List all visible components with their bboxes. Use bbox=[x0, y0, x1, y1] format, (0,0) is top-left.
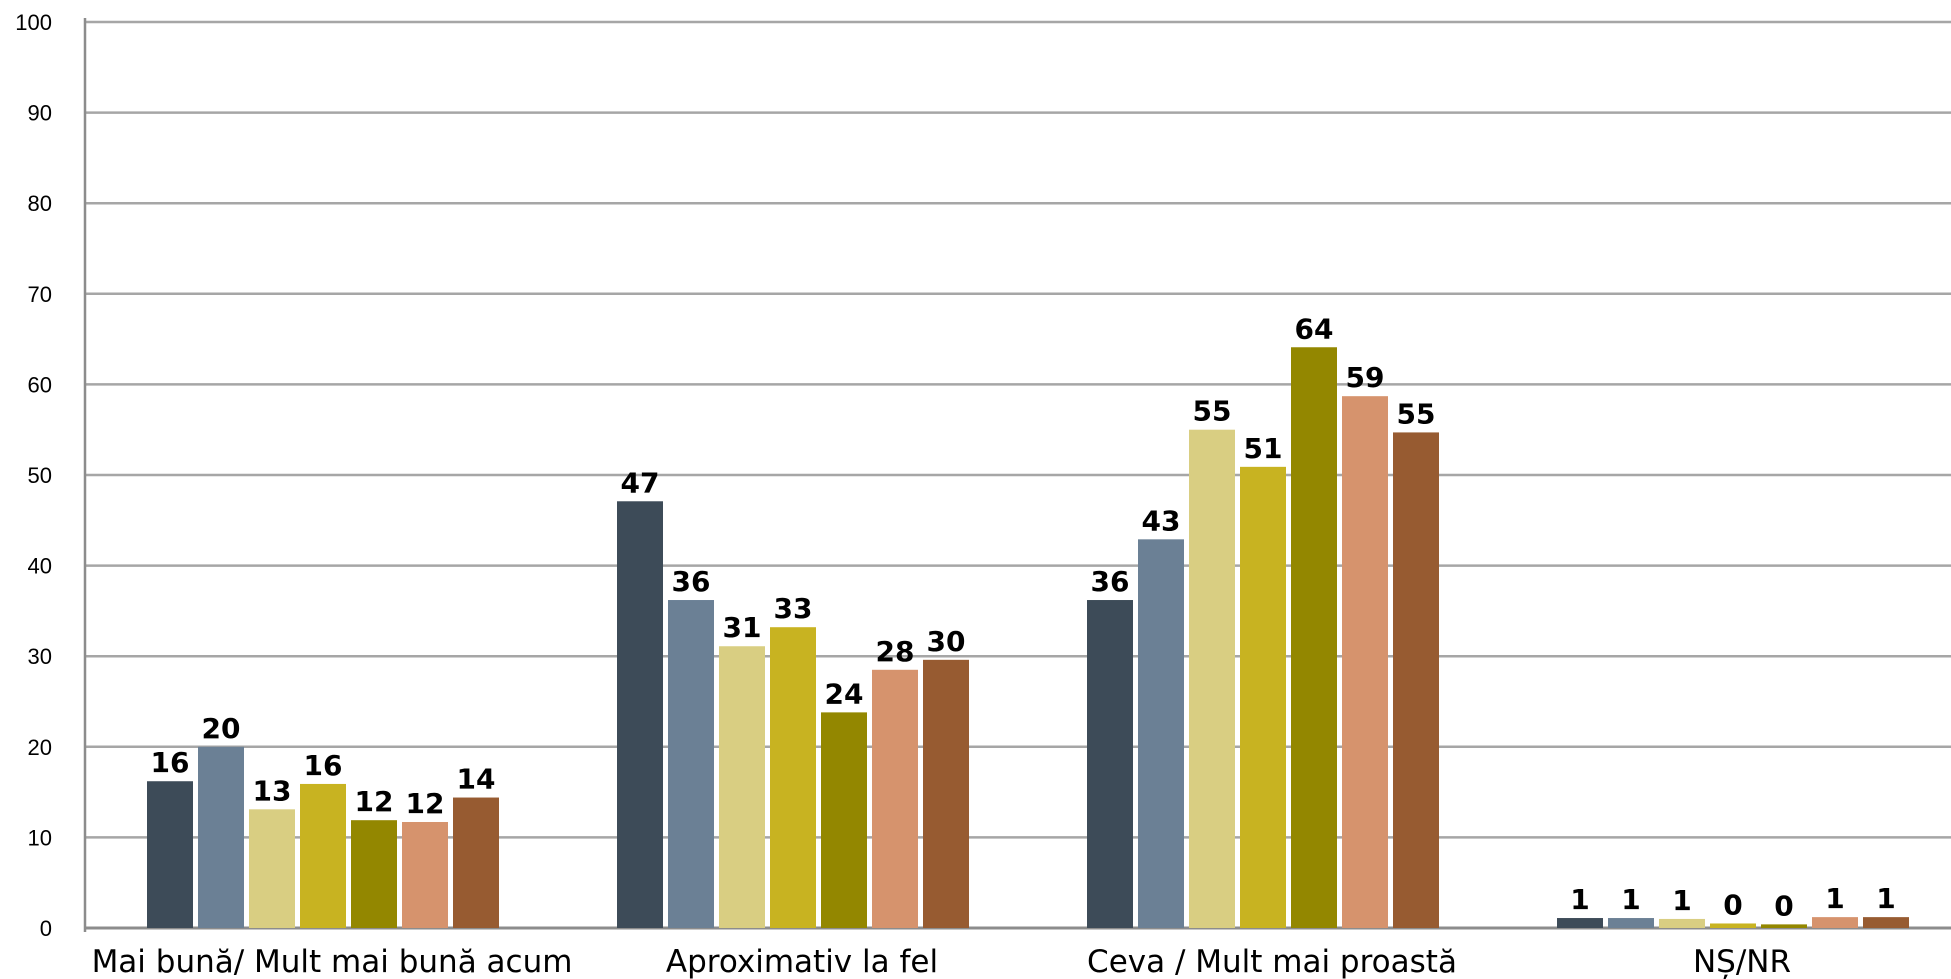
bar bbox=[1659, 918, 1705, 928]
bar bbox=[147, 781, 193, 928]
data-label: 33 bbox=[774, 592, 813, 625]
data-label: 36 bbox=[1091, 565, 1130, 598]
y-tick-label: 30 bbox=[28, 644, 52, 669]
y-tick-label: 100 bbox=[15, 10, 52, 35]
data-label: 20 bbox=[202, 712, 241, 745]
data-label: 51 bbox=[1244, 432, 1283, 465]
data-label: 1 bbox=[1825, 882, 1844, 915]
data-label: 12 bbox=[355, 785, 394, 818]
y-tick-label: 0 bbox=[40, 916, 52, 941]
bars bbox=[147, 347, 1909, 929]
y-tick-label: 70 bbox=[28, 282, 52, 307]
y-tick-label: 50 bbox=[28, 463, 52, 488]
bar bbox=[453, 797, 499, 928]
data-label: 59 bbox=[1346, 361, 1385, 394]
y-tick-label: 40 bbox=[28, 554, 52, 579]
bar bbox=[1710, 923, 1756, 928]
bar bbox=[1138, 539, 1184, 928]
y-tick-label: 20 bbox=[28, 735, 52, 760]
bar bbox=[300, 783, 346, 928]
data-label: 36 bbox=[672, 565, 711, 598]
bar bbox=[1761, 924, 1807, 928]
bar bbox=[1291, 347, 1337, 928]
bar bbox=[402, 821, 448, 928]
bar bbox=[617, 501, 663, 928]
data-label: 13 bbox=[253, 774, 292, 807]
data-label: 64 bbox=[1295, 312, 1334, 345]
bar bbox=[923, 659, 969, 928]
data-label: 0 bbox=[1723, 888, 1742, 921]
data-label: 47 bbox=[621, 466, 660, 499]
bar bbox=[1189, 429, 1235, 928]
data-label: 0 bbox=[1774, 889, 1793, 922]
y-axis-tick-labels: 0 10 20 30 40 50 60 70 80 90 100 bbox=[15, 10, 52, 941]
data-label: 55 bbox=[1397, 397, 1436, 430]
bar bbox=[1240, 466, 1286, 928]
bar bbox=[872, 669, 918, 928]
data-label: 24 bbox=[825, 677, 864, 710]
gridlines bbox=[85, 20, 1951, 839]
data-label: 1 bbox=[1672, 884, 1691, 917]
bar bbox=[770, 627, 816, 928]
y-tick-label: 80 bbox=[28, 191, 52, 216]
x-category-label: Aproximativ la fel bbox=[666, 944, 938, 979]
data-label: 12 bbox=[406, 787, 445, 820]
bar bbox=[249, 809, 295, 928]
data-label: 28 bbox=[876, 635, 915, 668]
bar bbox=[1812, 917, 1858, 928]
bar bbox=[1342, 396, 1388, 929]
bar bbox=[1608, 918, 1654, 928]
data-label: 1 bbox=[1876, 882, 1895, 915]
bar bbox=[198, 746, 244, 928]
bar bbox=[1557, 918, 1603, 928]
data-labels: 16 20 13 16 12 12 14 47 36 31 33 24 28 30 36 43 55 51 64 59… bbox=[151, 312, 1896, 922]
data-label: 16 bbox=[151, 746, 190, 779]
bar bbox=[351, 820, 397, 928]
bar bbox=[719, 646, 765, 928]
bar bbox=[821, 712, 867, 928]
bar bbox=[668, 600, 714, 928]
bar bbox=[1393, 432, 1439, 928]
x-category-label: Ceva / Mult mai proastă bbox=[1087, 944, 1457, 979]
data-label: 30 bbox=[927, 625, 966, 658]
data-label: 14 bbox=[457, 763, 496, 796]
data-label: 1 bbox=[1570, 883, 1589, 916]
y-tick-label: 60 bbox=[28, 372, 52, 397]
x-axis-category-labels: Mai bună/ Mult mai bună acum Aproximativ … bbox=[92, 944, 1791, 979]
data-label: 16 bbox=[304, 749, 343, 782]
data-label: 43 bbox=[1142, 504, 1181, 537]
x-category-label: NȘ/NR bbox=[1693, 944, 1791, 979]
data-label: 31 bbox=[723, 611, 762, 644]
x-category-label: Mai bună/ Mult mai bună acum bbox=[92, 944, 573, 979]
data-label: 55 bbox=[1193, 395, 1232, 428]
y-tick-label: 10 bbox=[28, 825, 52, 850]
y-tick-label: 90 bbox=[28, 101, 52, 126]
bar bbox=[1863, 917, 1909, 928]
bar bbox=[1087, 600, 1133, 928]
data-label: 1 bbox=[1621, 883, 1640, 916]
